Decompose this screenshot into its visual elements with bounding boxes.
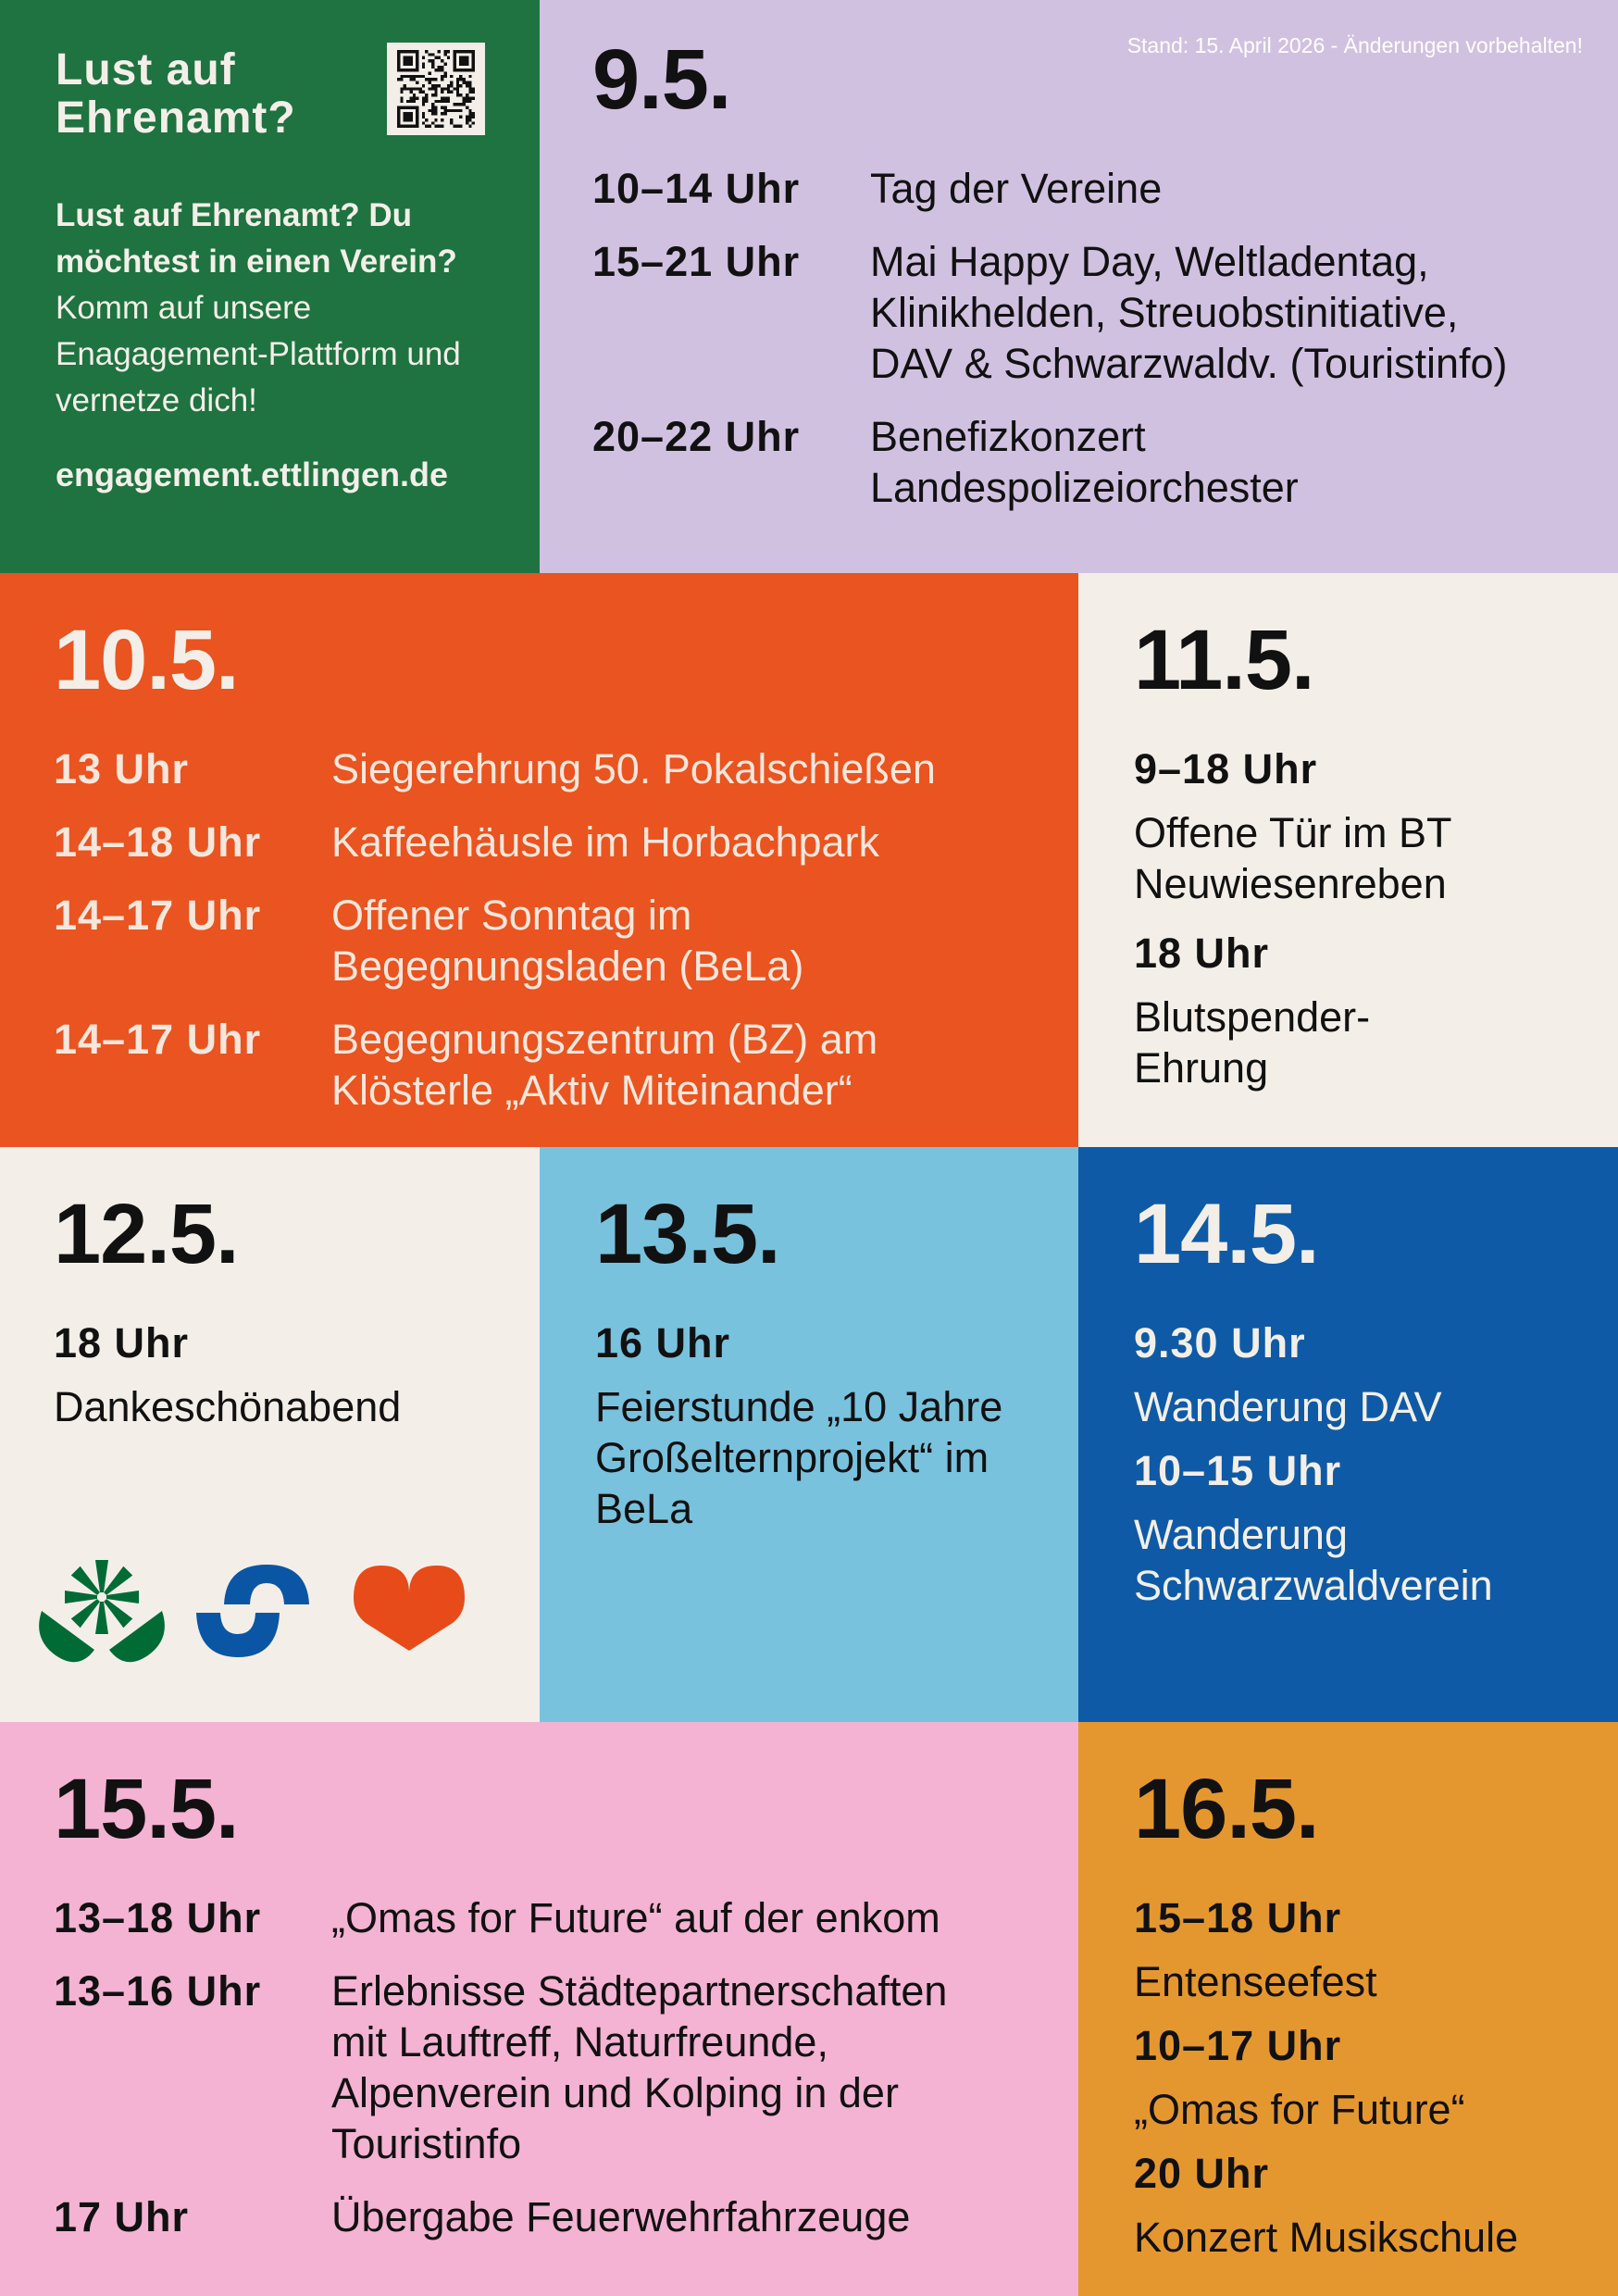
event-entry: 10–14 Uhr Tag der Vereine bbox=[592, 163, 1564, 214]
day-date: 9.5. bbox=[592, 32, 731, 127]
event-entry: 18 Uhr Blutspender-Ehrung bbox=[1134, 928, 1564, 1093]
event-entry: 15–21 Uhr Mai Happy Day, Weltladentag, Kl… bbox=[592, 236, 1564, 389]
event-entry: 13 Uhr Siegerehrung 50. Pokalschießen bbox=[54, 743, 1025, 794]
event-time: 18 Uhr bbox=[54, 1319, 190, 1366]
event-time: 15–21 Uhr bbox=[592, 238, 801, 285]
event-description: Siegerehrung 50. Pokalschießen bbox=[331, 745, 936, 792]
day-13-5: 13.5. 16 Uhr Feierstunde „10 Jahre Großelt… bbox=[540, 1147, 1078, 1722]
event-entry: 20–22 Uhr Benefizkonzert Landespolizeiorc… bbox=[592, 411, 1564, 513]
ehrenamt-promo: Lust auf Ehrenamt? Lust auf Ehrenamt? Du … bbox=[0, 0, 540, 573]
event-description: Mai Happy Day, Weltladentag, Klinikhelde… bbox=[870, 238, 1508, 387]
day-date: 15.5. bbox=[54, 1762, 240, 1856]
event-description: Offener Sonntag im Begegnungsladen (BeLa… bbox=[331, 892, 804, 990]
event-entry: 17 Uhr Übergabe Feuerwehrfahrzeuge bbox=[54, 2191, 1025, 2242]
event-description: Übergabe Feuerwehrfahrzeuge bbox=[331, 2193, 911, 2240]
logo-icons bbox=[37, 1555, 472, 1666]
event-entry: 13–16 Uhr Erlebnisse Städtepartnerschafte… bbox=[54, 1965, 1025, 2169]
event-description: Entenseefest bbox=[1134, 1958, 1377, 2005]
day-15-5: 15.5. 13–18 Uhr „Omas for Future“ auf der … bbox=[0, 1722, 1078, 2296]
day-9-5: Stand: 15. April 2026 - Änderungen vorbe… bbox=[540, 0, 1618, 573]
event-entry: 14–18 Uhr Kaffeehäusle im Horbachpark bbox=[54, 817, 1025, 867]
qr-code-icon[interactable] bbox=[387, 43, 485, 135]
day-date: 10.5. bbox=[54, 613, 240, 707]
link-icon bbox=[196, 1565, 309, 1657]
event-entry: 20 Uhr Konzert Musikschule bbox=[1134, 2148, 1564, 2263]
status-note: Stand: 15. April 2026 - Änderungen vorbe… bbox=[1126, 33, 1583, 57]
event-time: 14–18 Uhr bbox=[54, 818, 262, 866]
event-time: 20 Uhr bbox=[1134, 2150, 1270, 2197]
day-date: 14.5. bbox=[1134, 1187, 1320, 1281]
heart-icon bbox=[354, 1565, 465, 1651]
flower-icon bbox=[39, 1560, 165, 1663]
event-entry: 9.30 Uhr Wanderung DAV bbox=[1134, 1317, 1564, 1432]
day-date: 13.5. bbox=[595, 1187, 781, 1281]
day-date: 11.5. bbox=[1134, 613, 1315, 707]
day-10-5: 10.5. 13 Uhr Siegerehrung 50. Pokalschieße… bbox=[0, 573, 1078, 1147]
event-time: 13–18 Uhr bbox=[54, 1894, 262, 1941]
event-time: 17 Uhr bbox=[54, 2193, 190, 2240]
event-entry: 10–15 Uhr Wanderung Schwarzwaldverein bbox=[1134, 1445, 1564, 1611]
event-description: Benefizkonzert Landespolizeiorchester bbox=[870, 413, 1299, 511]
event-time: 20–22 Uhr bbox=[592, 413, 801, 460]
event-entry: 14–17 Uhr Offener Sonntag im Begegnungsla… bbox=[54, 890, 1025, 992]
day-date: 12.5. bbox=[54, 1187, 240, 1281]
event-description: Blutspender-Ehrung bbox=[1134, 993, 1371, 1092]
day-date: 16.5. bbox=[1134, 1762, 1320, 1856]
event-entry: 14–17 Uhr Begegnungszentrum (BZ) am Klöst… bbox=[54, 1014, 1025, 1116]
day-16-5: 16.5. 15–18 Uhr Entenseefest 10–17 Uhr „Omas… bbox=[1078, 1722, 1618, 2296]
event-entry: 18 Uhr Dankeschönabend bbox=[54, 1317, 486, 1432]
event-time: 9.30 Uhr bbox=[1134, 1319, 1306, 1366]
event-description: Kaffeehäusle im Horbachpark bbox=[331, 818, 880, 866]
event-description: „Omas for Future“ auf der enkom bbox=[331, 1894, 940, 1941]
event-entry: 9–18 Uhr Offene Tür im BT Neuwiesenreben bbox=[1134, 743, 1564, 909]
event-time: 14–17 Uhr bbox=[54, 1016, 262, 1063]
day-12-5: 12.5. 18 Uhr Dankeschönabend bbox=[0, 1147, 540, 1722]
event-time: 16 Uhr bbox=[595, 1319, 731, 1366]
event-time: 13–16 Uhr bbox=[54, 1967, 262, 2015]
event-entry: 10–17 Uhr „Omas for Future“ bbox=[1134, 2020, 1564, 2135]
promo-text: Lust auf Ehrenamt? Du möchtest in einen … bbox=[56, 197, 461, 418]
event-time: 10–15 Uhr bbox=[1134, 1447, 1342, 1494]
event-description: Begegnungszentrum (BZ) am Klösterle „Akt… bbox=[331, 1016, 878, 1114]
event-description: Konzert Musikschule bbox=[1134, 2214, 1519, 2261]
day-14-5: 14.5. 9.30 Uhr Wanderung DAV 10–15 Uhr Wande… bbox=[1078, 1147, 1618, 1722]
event-description: Wanderung Schwarzwaldverein bbox=[1134, 1511, 1493, 1609]
event-entry: 16 Uhr Feierstunde „10 Jahre Großelternpr… bbox=[595, 1317, 1025, 1534]
event-time: 13 Uhr bbox=[54, 745, 190, 792]
event-entry: 13–18 Uhr „Omas for Future“ auf der enkom bbox=[54, 1892, 1025, 1943]
promo-title: Lust auf Ehrenamt? bbox=[56, 45, 296, 143]
event-description: Erlebnisse Städtepartnerschaften mit Lau… bbox=[331, 1967, 948, 2167]
promo-url-link[interactable]: engagement.ettlingen.de bbox=[56, 455, 449, 493]
event-time: 15–18 Uhr bbox=[1134, 1894, 1342, 1941]
event-description: Tag der Vereine bbox=[870, 165, 1163, 212]
event-description: Dankeschönabend bbox=[54, 1383, 402, 1430]
event-description: „Omas for Future“ bbox=[1134, 2086, 1465, 2133]
event-time: 14–17 Uhr bbox=[54, 892, 262, 939]
event-description: Offene Tür im BT Neuwiesenreben bbox=[1134, 809, 1451, 907]
day-11-5: 11.5. 9–18 Uhr Offene Tür im BT Neuwiesenr… bbox=[1078, 573, 1618, 1147]
event-time: 18 Uhr bbox=[1134, 930, 1270, 977]
event-time: 9–18 Uhr bbox=[1134, 745, 1318, 792]
event-description: Wanderung DAV bbox=[1134, 1383, 1442, 1430]
event-time: 10–14 Uhr bbox=[592, 165, 801, 212]
event-description: Feierstunde „10 Jahre Großelternprojekt“… bbox=[595, 1383, 1003, 1532]
event-time: 10–17 Uhr bbox=[1134, 2022, 1342, 2069]
event-entry: 15–18 Uhr Entenseefest bbox=[1134, 1892, 1564, 2007]
